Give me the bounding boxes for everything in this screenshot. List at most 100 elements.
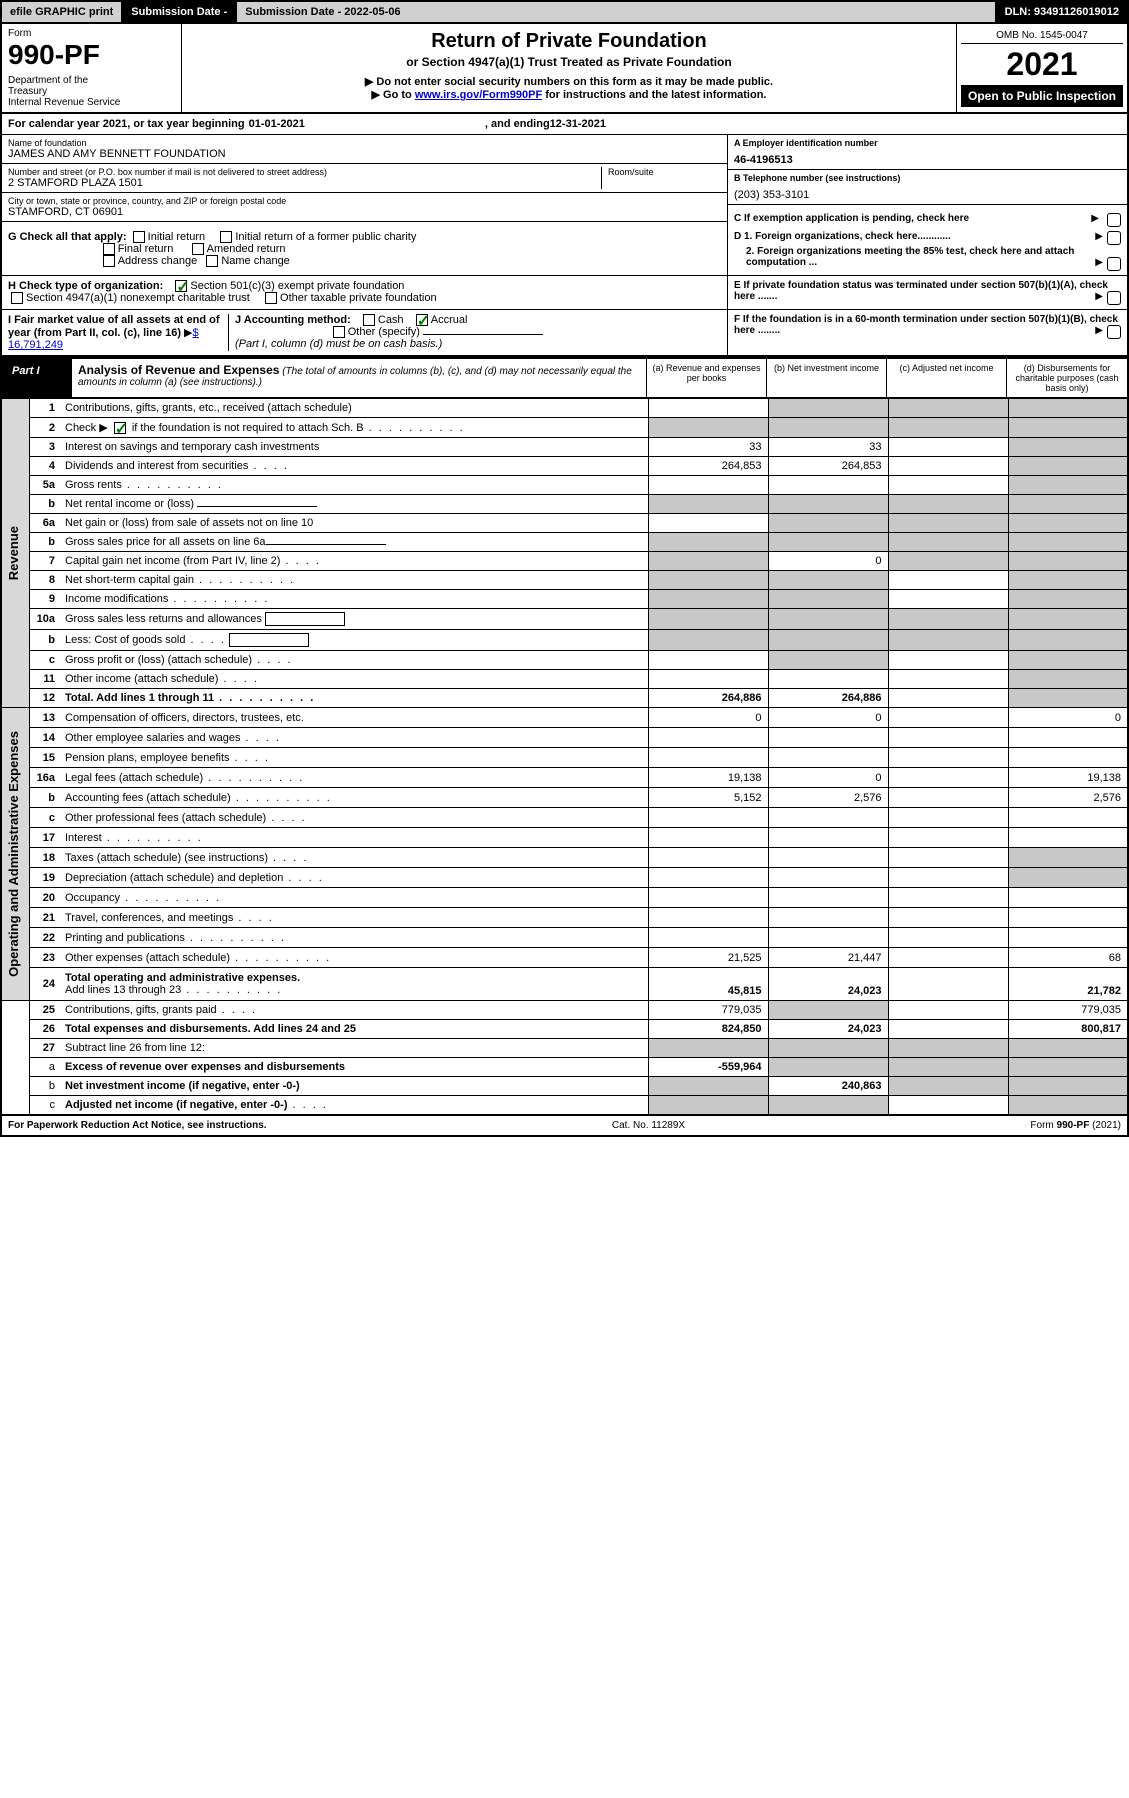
tax-year: 2021 [961, 44, 1123, 85]
side-revenue: Revenue [1, 399, 29, 708]
g-opt5: Name change [221, 255, 290, 267]
r26-desc: Total expenses and disbursements. Add li… [61, 1019, 648, 1038]
r3-desc: Interest on savings and temporary cash i… [61, 438, 648, 457]
r15-desc: Pension plans, employee benefits [61, 748, 648, 768]
r10b-num: b [29, 630, 61, 651]
r13-num: 13 [29, 708, 61, 728]
r5a-desc: Gross rents [61, 476, 648, 495]
cal-mid: , and ending [485, 118, 550, 130]
h-other-tax[interactable] [265, 292, 277, 304]
r7-desc: Capital gain net income (from Part IV, l… [61, 552, 648, 571]
j-cash[interactable] [363, 314, 375, 326]
h-opt2: Section 4947(a)(1) nonexempt charitable … [26, 292, 250, 304]
r5a-num: 5a [29, 476, 61, 495]
r5b-desc: Net rental income or (loss) [61, 495, 648, 514]
j-other[interactable] [333, 326, 345, 338]
r24-d: 21,782 [1008, 968, 1128, 1001]
row-16c: c Other professional fees (attach schedu… [1, 808, 1128, 828]
r21-desc: Travel, conferences, and meetings [61, 908, 648, 928]
r3-b: 33 [768, 438, 888, 457]
r5b-num: b [29, 495, 61, 514]
d2-row: 2. Foreign organizations meeting the 85%… [734, 246, 1121, 268]
r26-a: 824,850 [648, 1019, 768, 1038]
r26-num: 26 [29, 1019, 61, 1038]
r1-d [1008, 399, 1128, 418]
r3-num: 3 [29, 438, 61, 457]
g-address[interactable] [103, 255, 115, 267]
city: STAMFORD, CT 06901 [8, 206, 721, 218]
row-2: 2 Check ▶ if the foundation is not requi… [1, 418, 1128, 438]
row-10c: c Gross profit or (loss) (attach schedul… [1, 651, 1128, 670]
g-name[interactable] [206, 255, 218, 267]
r6b-num: b [29, 533, 61, 552]
r10a-num: 10a [29, 609, 61, 630]
row-6b: b Gross sales price for all assets on li… [1, 533, 1128, 552]
row-10a: 10a Gross sales less returns and allowan… [1, 609, 1128, 630]
r23-num: 23 [29, 948, 61, 968]
note2-post: for instructions and the latest informat… [542, 89, 766, 101]
g-initial[interactable] [133, 231, 145, 243]
footer-mid: Cat. No. 11289X [612, 1120, 685, 1131]
c-checkbox[interactable] [1107, 213, 1121, 227]
irs-link[interactable]: www.irs.gov/Form990PF [415, 89, 542, 101]
g-label: G Check all that apply: [8, 231, 127, 243]
r18-desc: Taxes (attach schedule) (see instruction… [61, 848, 648, 868]
cal-begin: 01-01-2021 [249, 118, 305, 130]
row-7: 7 Capital gain net income (from Part IV,… [1, 552, 1128, 571]
r20-desc: Occupancy [61, 888, 648, 908]
row-11: 11 Other income (attach schedule) [1, 670, 1128, 689]
r27b-desc: Net investment income (if negative, ente… [61, 1076, 648, 1095]
d2-checkbox[interactable] [1107, 257, 1121, 271]
col-b: (b) Net investment income [767, 359, 887, 397]
r16a-desc: Legal fees (attach schedule) [61, 768, 648, 788]
j-accrual[interactable] [416, 314, 428, 326]
r24-desc: Total operating and administrative expen… [61, 968, 648, 1001]
r22-num: 22 [29, 928, 61, 948]
calendar-row: For calendar year 2021, or tax year begi… [0, 114, 1129, 135]
g-initial-former[interactable] [220, 231, 232, 243]
r26-b: 24,023 [768, 1019, 888, 1038]
h-501c3[interactable] [175, 280, 187, 292]
row-3: 3 Interest on savings and temporary cash… [1, 438, 1128, 457]
g-final[interactable] [103, 243, 115, 255]
row-19: 19 Depreciation (attach schedule) and de… [1, 868, 1128, 888]
phone: (203) 353-3101 [734, 183, 1121, 201]
col-d: (d) Disbursements for charitable purpose… [1007, 359, 1127, 397]
r8-desc: Net short-term capital gain [61, 571, 648, 590]
g-amended[interactable] [192, 243, 204, 255]
r25-num: 25 [29, 1000, 61, 1019]
r27c-num: c [29, 1095, 61, 1115]
r15-num: 15 [29, 748, 61, 768]
row-12: 12 Total. Add lines 1 through 11 264,886… [1, 689, 1128, 708]
row-14: 14 Other employee salaries and wages [1, 728, 1128, 748]
r16c-num: c [29, 808, 61, 828]
header-right: OMB No. 1545-0047 2021 Open to Public In… [957, 24, 1127, 112]
dept-label: Department of theTreasuryInternal Revenu… [8, 75, 175, 108]
phone-label: B Telephone number (see instructions) [734, 173, 1121, 183]
row-24: 24 Total operating and administrative ex… [1, 968, 1128, 1001]
row-16b: b Accounting fees (attach schedule) 5,15… [1, 788, 1128, 808]
main-table: Revenue 1 Contributions, gifts, grants, … [0, 399, 1129, 1116]
part1-header: Part I Analysis of Revenue and Expenses … [0, 357, 1129, 399]
e-checkbox[interactable] [1107, 291, 1121, 305]
r27a-num: a [29, 1057, 61, 1076]
d1-checkbox[interactable] [1107, 231, 1121, 245]
h-4947[interactable] [11, 292, 23, 304]
addr-cell: Number and street (or P.O. box number if… [2, 164, 727, 193]
j-other-label: Other (specify) [348, 326, 420, 338]
row-23: 23 Other expenses (attach schedule) 21,5… [1, 948, 1128, 968]
r25-desc: Contributions, gifts, grants paid [61, 1000, 648, 1019]
h-left: H Check type of organization: Section 50… [2, 276, 727, 309]
row-27b: b Net investment income (if negative, en… [1, 1076, 1128, 1095]
r16b-num: b [29, 788, 61, 808]
h-opt1: Section 501(c)(3) exempt private foundat… [190, 280, 404, 292]
r2-checkbox[interactable] [114, 422, 126, 434]
row-21: 21 Travel, conferences, and meetings [1, 908, 1128, 928]
r25-d: 779,035 [1008, 1000, 1128, 1019]
row-25: 25 Contributions, gifts, grants paid 779… [1, 1000, 1128, 1019]
f-checkbox[interactable] [1107, 325, 1121, 339]
j-acc-label: Accrual [431, 314, 468, 326]
dln-label: DLN: 93491126019012 [997, 2, 1127, 22]
e-right: E If private foundation status was termi… [727, 276, 1127, 309]
row-9: 9 Income modifications [1, 590, 1128, 609]
